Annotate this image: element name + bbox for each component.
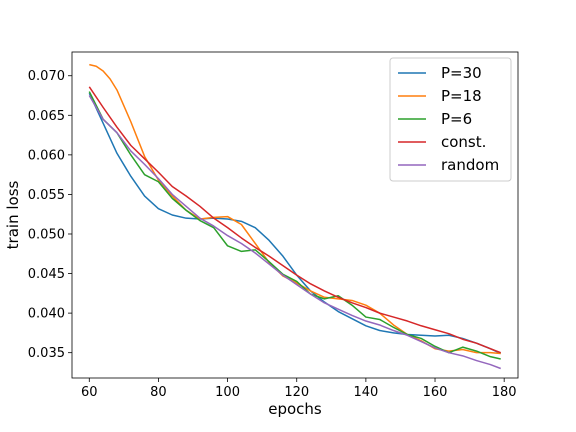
x-tick-label: 80 xyxy=(150,385,167,400)
y-axis-label: train loss xyxy=(4,180,22,249)
series-line-2 xyxy=(88,91,501,360)
plot-layer xyxy=(88,63,502,370)
legend-label: P=18 xyxy=(441,87,482,105)
x-tick-label: 160 xyxy=(423,385,448,400)
legend-label: const. xyxy=(441,133,486,151)
x-tick-label: 180 xyxy=(492,385,517,400)
x-axis-label: epochs xyxy=(268,400,322,418)
series-line-3 xyxy=(88,86,501,354)
y-tick-label: 0.070 xyxy=(28,69,65,84)
legend-label: P=30 xyxy=(441,64,482,82)
y-tick-label: 0.035 xyxy=(28,346,65,361)
legend: P=30 P=18 P=6 const. random xyxy=(389,57,512,182)
y-tick-label: 0.040 xyxy=(28,307,65,322)
legend-label: P=6 xyxy=(441,110,472,128)
y-tick-label: 0.050 xyxy=(28,227,65,242)
x-tick-label: 140 xyxy=(353,385,378,400)
x-tick-label: 120 xyxy=(284,385,309,400)
y-axis: 0.035 0.040 0.045 0.050 0.055 0.060 0.065 0.070 xyxy=(28,69,72,361)
y-tick-label: 0.045 xyxy=(28,267,65,282)
y-tick-label: 0.055 xyxy=(28,188,65,203)
y-tick-label: 0.065 xyxy=(28,109,65,124)
x-axis: 60 80 100 120 140 160 180 xyxy=(81,378,517,400)
plot-frame xyxy=(71,51,519,379)
y-tick-label: 0.060 xyxy=(28,148,65,163)
legend-label: random xyxy=(441,156,499,174)
series-line-4 xyxy=(88,95,501,370)
x-tick-label: 60 xyxy=(81,385,98,400)
x-tick-label: 100 xyxy=(215,385,240,400)
legend-box xyxy=(389,57,512,182)
